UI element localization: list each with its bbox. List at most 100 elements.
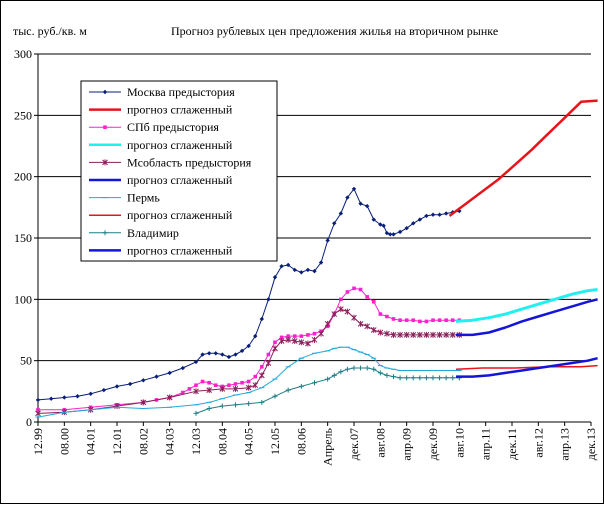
legend-item: прогноз сглаженный bbox=[89, 103, 233, 117]
x-tick-label: 08.04 bbox=[215, 428, 229, 455]
data-point bbox=[102, 230, 108, 236]
data-point bbox=[246, 379, 251, 384]
data-point bbox=[206, 351, 212, 356]
data-point bbox=[437, 318, 442, 322]
data-point bbox=[390, 331, 397, 338]
data-point bbox=[364, 203, 370, 209]
data-point bbox=[181, 390, 185, 395]
data-point bbox=[227, 383, 231, 387]
data-point bbox=[331, 311, 338, 318]
series-8 bbox=[193, 365, 462, 416]
data-point bbox=[200, 352, 205, 357]
y-tick-label: 300 bbox=[14, 47, 32, 61]
data-point bbox=[193, 410, 199, 416]
data-point bbox=[378, 222, 383, 227]
data-point bbox=[180, 365, 186, 371]
series-9 bbox=[456, 356, 598, 378]
legend-box bbox=[80, 80, 278, 262]
data-point bbox=[381, 223, 386, 228]
data-point bbox=[358, 365, 364, 371]
data-point bbox=[391, 317, 396, 321]
data-point bbox=[339, 297, 343, 302]
data-point bbox=[444, 318, 448, 322]
data-point bbox=[103, 125, 107, 129]
data-point bbox=[35, 410, 41, 417]
data-point bbox=[286, 334, 290, 338]
data-point bbox=[233, 352, 238, 357]
x-tick-label: дек.07 bbox=[347, 428, 361, 460]
data-point bbox=[318, 260, 324, 265]
data-point bbox=[424, 213, 429, 219]
data-point bbox=[424, 319, 429, 324]
data-point bbox=[411, 221, 416, 226]
data-point bbox=[114, 384, 120, 389]
y-tick-label: 200 bbox=[14, 170, 32, 184]
data-point bbox=[233, 402, 238, 408]
data-point bbox=[378, 312, 383, 316]
legend-item: СПб предыстория bbox=[89, 120, 219, 134]
data-point bbox=[450, 318, 455, 322]
data-point bbox=[312, 268, 317, 274]
data-point bbox=[449, 331, 456, 338]
data-point bbox=[325, 376, 331, 382]
data-point bbox=[272, 345, 278, 352]
data-point bbox=[403, 331, 410, 338]
data-point bbox=[371, 299, 376, 304]
legend-label: СПб предыстория bbox=[127, 120, 219, 134]
data-point bbox=[233, 382, 238, 386]
legend-item: прогноз сглаженный bbox=[89, 138, 233, 152]
data-point bbox=[259, 316, 265, 322]
data-point bbox=[397, 331, 403, 338]
data-point bbox=[266, 297, 271, 302]
data-point bbox=[377, 329, 384, 336]
data-point bbox=[279, 264, 284, 269]
data-point bbox=[443, 211, 449, 216]
chart-title: Прогноз рублевых цен предложения жилья н… bbox=[171, 24, 498, 38]
x-tick-label: апр.09 bbox=[400, 428, 414, 461]
data-point bbox=[338, 211, 344, 216]
data-point bbox=[278, 338, 285, 345]
data-point bbox=[200, 379, 205, 384]
data-point bbox=[298, 339, 305, 346]
x-axis-tick-labels: 12.99 08.00 04.01 12.01 08.02 04.03 12.03 08.04… bbox=[31, 427, 598, 465]
y-tick-label: 150 bbox=[14, 231, 32, 245]
data-point bbox=[298, 383, 304, 389]
x-tick-label: авг.12 bbox=[531, 428, 545, 458]
data-point bbox=[371, 217, 376, 222]
data-point bbox=[391, 232, 396, 237]
data-point bbox=[305, 340, 311, 347]
data-point bbox=[285, 387, 291, 393]
data-point bbox=[253, 374, 258, 379]
series-line bbox=[456, 356, 598, 378]
data-point bbox=[345, 195, 350, 200]
x-tick-label: 04.03 bbox=[163, 428, 177, 455]
x-tick-label: 08.02 bbox=[136, 428, 150, 455]
legend-item: Пермь bbox=[89, 191, 160, 205]
data-point bbox=[344, 366, 350, 372]
data-point bbox=[259, 399, 265, 405]
data-point bbox=[351, 186, 357, 192]
data-point bbox=[75, 394, 80, 399]
data-point bbox=[397, 229, 403, 235]
data-point bbox=[332, 221, 337, 226]
data-point bbox=[457, 208, 462, 214]
data-point bbox=[384, 230, 390, 236]
data-point bbox=[352, 286, 356, 291]
data-point bbox=[299, 270, 304, 275]
data-point bbox=[377, 370, 383, 376]
data-point bbox=[154, 374, 159, 379]
series-0 bbox=[35, 186, 462, 403]
data-point bbox=[312, 380, 317, 386]
legend-label: Пермь bbox=[127, 191, 160, 205]
y-tick-label: 100 bbox=[14, 292, 32, 306]
data-point bbox=[193, 388, 199, 395]
data-point bbox=[365, 295, 369, 299]
data-point bbox=[246, 343, 251, 349]
data-point bbox=[351, 314, 357, 321]
x-tick-label: дек.11 bbox=[505, 428, 519, 460]
y-tick-label: 0 bbox=[26, 415, 32, 429]
data-point bbox=[285, 262, 291, 268]
data-point bbox=[207, 380, 211, 385]
data-point bbox=[311, 336, 318, 343]
